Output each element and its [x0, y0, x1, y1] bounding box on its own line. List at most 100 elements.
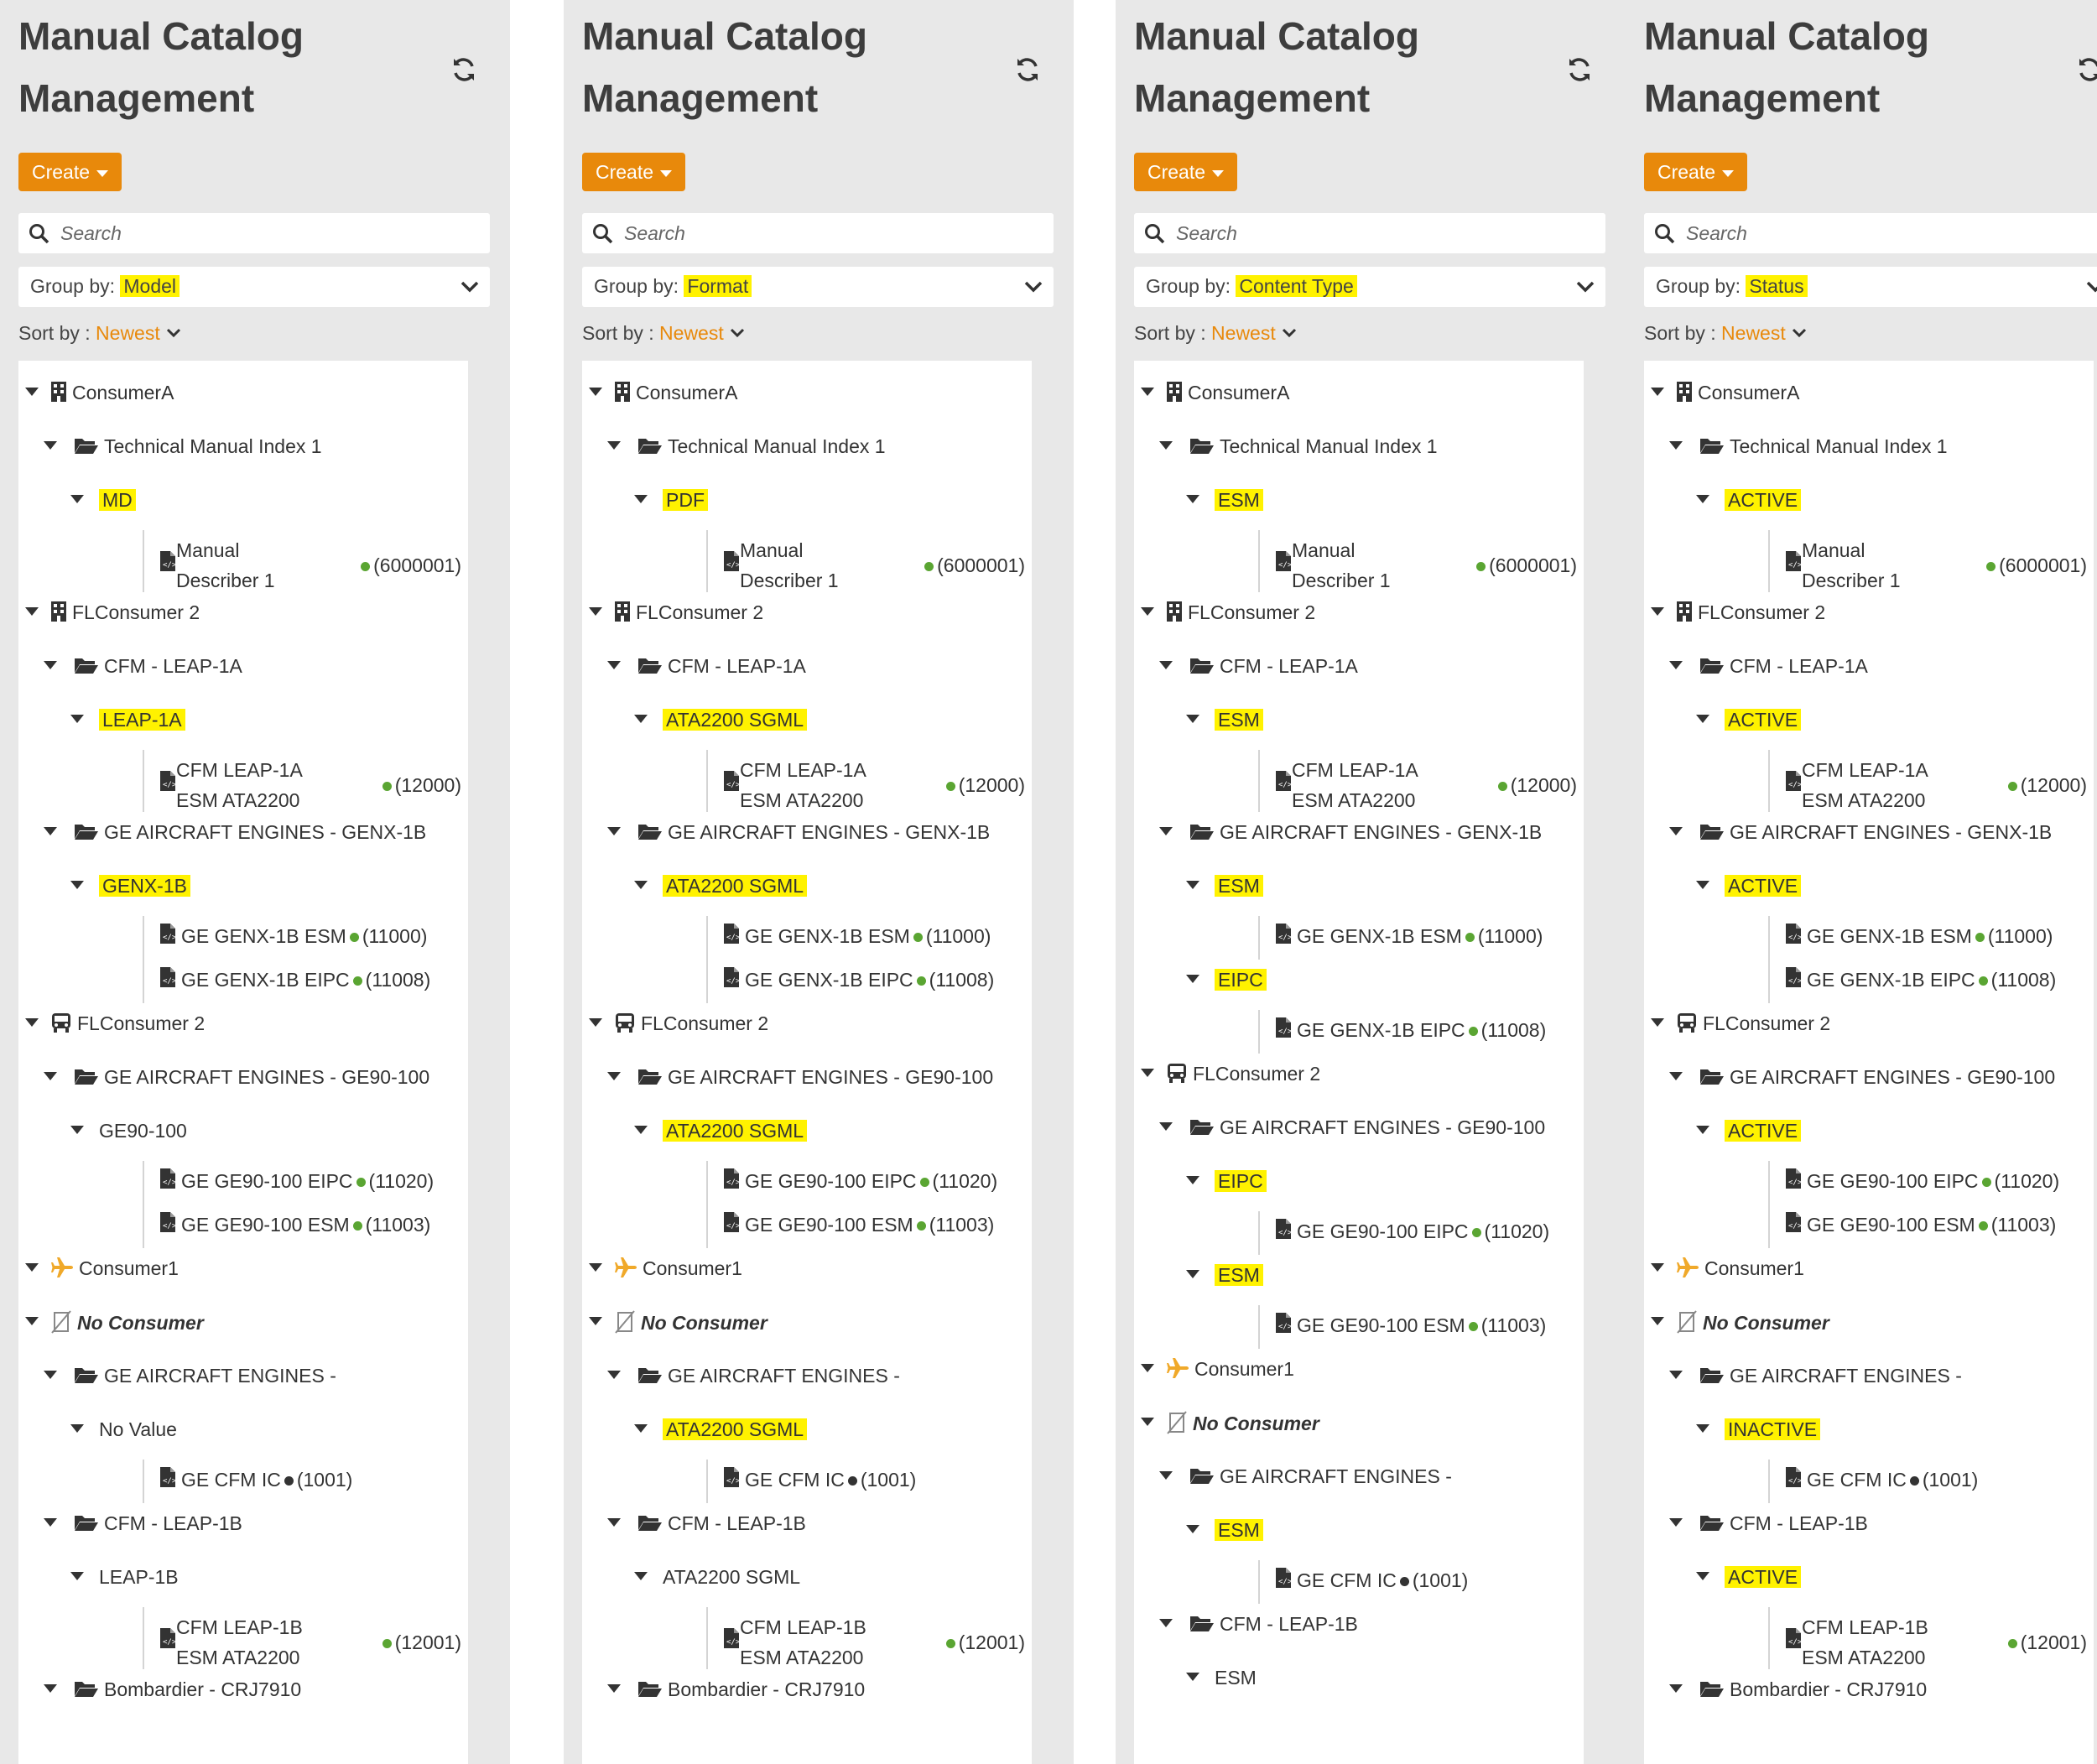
expand-toggle-icon[interactable]: [634, 495, 648, 503]
tree-node-depth-1[interactable]: GE AIRCRAFT ENGINES - GENX-1B: [637, 820, 990, 846]
expand-toggle-icon[interactable]: [1159, 1619, 1173, 1627]
tree-node-depth-0[interactable]: Consumer1: [614, 1257, 742, 1283]
sort-by-control[interactable]: Sort by : Newest: [18, 322, 182, 345]
expand-toggle-icon[interactable]: [1696, 715, 1709, 723]
expand-toggle-icon[interactable]: [1669, 1684, 1683, 1693]
expand-toggle-icon[interactable]: [1651, 1263, 1664, 1272]
manual-item[interactable]: </> GE GE90-100 ESM (11003): [1275, 1310, 1546, 1342]
tree-node-depth-1[interactable]: Technical Manual Index 1: [1699, 434, 1948, 460]
manual-item[interactable]: </> GE GE90-100 EIPC (11020): [1785, 1166, 2059, 1198]
manual-item[interactable]: </> CFM LEAP-1A ESM ATA2200 (12000): [1276, 755, 1577, 815]
tree-node-depth-2[interactable]: ESM: [1215, 1263, 1263, 1287]
tree-node-depth-1[interactable]: Technical Manual Index 1: [74, 434, 322, 460]
expand-toggle-icon[interactable]: [1141, 1418, 1154, 1426]
expand-toggle-icon[interactable]: [1186, 495, 1199, 503]
manual-item[interactable]: </> GE GE90-100 EIPC (11020): [723, 1166, 997, 1198]
expand-toggle-icon[interactable]: [1186, 1176, 1199, 1184]
tree-node-depth-2[interactable]: EIPC: [1215, 968, 1267, 991]
expand-toggle-icon[interactable]: [44, 1518, 57, 1527]
tree-node-depth-2[interactable]: ATA2200 SGML: [663, 1565, 800, 1589]
manual-item[interactable]: </> GE GENX-1B ESM (11000): [1275, 921, 1543, 953]
expand-toggle-icon[interactable]: [44, 827, 57, 835]
tree-node-depth-2[interactable]: ATA2200 SGML: [663, 874, 808, 898]
tree-node-depth-1[interactable]: Technical Manual Index 1: [1189, 434, 1438, 460]
manual-item[interactable]: </> GE GENX-1B EIPC (11008): [159, 965, 430, 996]
expand-toggle-icon[interactable]: [607, 1684, 621, 1693]
expand-toggle-icon[interactable]: [1186, 1673, 1199, 1681]
manual-item[interactable]: </> GE GENX-1B ESM (11000): [1785, 921, 2053, 953]
expand-toggle-icon[interactable]: [1159, 661, 1173, 669]
expand-toggle-icon[interactable]: [44, 661, 57, 669]
tree-node-depth-2[interactable]: MD: [99, 488, 136, 512]
manual-item[interactable]: </> GE GE90-100 EIPC (11020): [1275, 1216, 1549, 1248]
expand-toggle-icon[interactable]: [589, 1263, 602, 1272]
tree-node-depth-1[interactable]: CFM - LEAP-1A: [1189, 654, 1358, 679]
sort-by-value[interactable]: Newest: [96, 322, 160, 344]
sort-by-value[interactable]: Newest: [1721, 322, 1786, 344]
tree-node-depth-1[interactable]: Bombardier - CRJ7910: [637, 1678, 865, 1703]
expand-toggle-icon[interactable]: [1669, 827, 1683, 835]
manual-item[interactable]: </> GE CFM IC (1001): [1275, 1565, 1468, 1597]
tree-node-depth-2[interactable]: ESM: [1215, 874, 1263, 898]
expand-toggle-icon[interactable]: [607, 661, 621, 669]
expand-toggle-icon[interactable]: [1141, 1069, 1154, 1077]
tree-node-depth-1[interactable]: GE AIRCRAFT ENGINES - GENX-1B: [74, 820, 426, 846]
tree-node-depth-0[interactable]: FLConsumer 2: [614, 601, 763, 627]
create-button[interactable]: Create: [582, 153, 686, 191]
tree-node-depth-1[interactable]: CFM - LEAP-1A: [637, 654, 806, 679]
expand-toggle-icon[interactable]: [607, 1518, 621, 1527]
manual-item[interactable]: </> CFM LEAP-1A ESM ATA2200 (12000): [160, 755, 461, 815]
expand-toggle-icon[interactable]: [589, 607, 602, 616]
tree-node-depth-2[interactable]: ESM: [1215, 708, 1263, 731]
tree-node-depth-2[interactable]: ACTIVE: [1725, 874, 1802, 898]
manual-item[interactable]: </> CFM LEAP-1B ESM ATA2200 (12001): [160, 1612, 461, 1673]
manual-item[interactable]: </> CFM LEAP-1A ESM ATA2200 (12000): [1786, 755, 2087, 815]
expand-toggle-icon[interactable]: [1186, 975, 1199, 983]
expand-toggle-icon[interactable]: [634, 715, 648, 723]
tree-node-depth-2[interactable]: ACTIVE: [1725, 708, 1802, 731]
manual-item[interactable]: </> GE GENX-1B EIPC (11008): [1785, 965, 2056, 996]
tree-node-depth-2[interactable]: ATA2200 SGML: [663, 708, 808, 731]
tree-node-depth-0[interactable]: Consumer1: [50, 1257, 179, 1283]
expand-toggle-icon[interactable]: [1186, 715, 1199, 723]
manual-item[interactable]: </> GE CFM IC (1001): [723, 1465, 916, 1496]
sort-by-control[interactable]: Sort by : Newest: [582, 322, 746, 345]
tree-node-depth-0[interactable]: FLConsumer 2: [1676, 601, 1825, 627]
expand-toggle-icon[interactable]: [1651, 1018, 1664, 1027]
tree-node-depth-0[interactable]: ConsumerA: [50, 381, 174, 408]
manual-item[interactable]: </> Manual Describer 1 (6000001): [1786, 535, 2087, 596]
expand-toggle-icon[interactable]: [589, 1317, 602, 1325]
expand-toggle-icon[interactable]: [634, 1126, 648, 1134]
tree-node-depth-1[interactable]: Bombardier - CRJ7910: [1699, 1678, 1927, 1703]
expand-toggle-icon[interactable]: [1141, 1364, 1154, 1372]
group-by-select[interactable]: Group by: Content Type: [1134, 267, 1605, 307]
expand-toggle-icon[interactable]: [44, 1684, 57, 1693]
manual-item[interactable]: </> GE CFM IC (1001): [159, 1465, 352, 1496]
tree-node-depth-0[interactable]: No Consumer: [1676, 1310, 1829, 1339]
expand-toggle-icon[interactable]: [44, 1072, 57, 1080]
tree-node-depth-1[interactable]: GE AIRCRAFT ENGINES - GENX-1B: [1189, 820, 1542, 846]
expand-toggle-icon[interactable]: [1696, 1126, 1709, 1134]
tree-node-depth-1[interactable]: GE AIRCRAFT ENGINES - GE90-100: [1699, 1065, 2055, 1090]
expand-toggle-icon[interactable]: [1669, 1371, 1683, 1379]
expand-toggle-icon[interactable]: [607, 441, 621, 450]
tree-node-depth-2[interactable]: ACTIVE: [1725, 1565, 1802, 1589]
search-input[interactable]: Search: [1644, 213, 2097, 253]
expand-toggle-icon[interactable]: [1159, 441, 1173, 450]
sort-by-control[interactable]: Sort by : Newest: [1134, 322, 1298, 345]
tree-node-depth-1[interactable]: GE AIRCRAFT ENGINES - GENX-1B: [1699, 820, 2052, 846]
manual-item[interactable]: </> CFM LEAP-1B ESM ATA2200 (12001): [1786, 1612, 2087, 1673]
expand-toggle-icon[interactable]: [607, 1072, 621, 1080]
tree-node-depth-0[interactable]: No Consumer: [1166, 1411, 1319, 1439]
expand-toggle-icon[interactable]: [70, 495, 84, 503]
refresh-icon[interactable]: [450, 55, 483, 89]
expand-toggle-icon[interactable]: [1696, 1424, 1709, 1433]
tree-node-depth-1[interactable]: CFM - LEAP-1B: [1189, 1612, 1358, 1637]
tree-node-depth-0[interactable]: FLConsumer 2: [50, 1012, 205, 1038]
tree-node-depth-1[interactable]: GE AIRCRAFT ENGINES -: [1189, 1465, 1452, 1490]
tree-node-depth-2[interactable]: ESM: [1215, 1518, 1263, 1542]
tree-node-depth-2[interactable]: ESM: [1215, 1666, 1257, 1689]
manual-item[interactable]: </> Manual Describer 1 (6000001): [160, 535, 461, 596]
group-by-select[interactable]: Group by: Status: [1644, 267, 2097, 307]
group-by-select[interactable]: Group by: Model: [18, 267, 490, 307]
